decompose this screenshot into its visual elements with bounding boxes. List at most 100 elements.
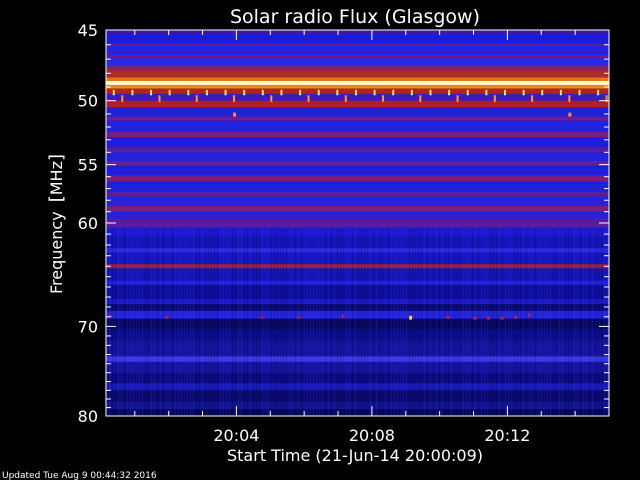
interference-spike [317, 89, 320, 96]
interference-spike [168, 89, 171, 96]
intensity-band [106, 116, 609, 121]
noise-stripe [496, 228, 497, 416]
noise-stripe [604, 228, 605, 416]
intensity-band [106, 361, 609, 373]
burst-event [446, 315, 450, 319]
noise-stripe [379, 228, 380, 416]
noise-stripe [124, 228, 125, 416]
noise-stripe [172, 228, 173, 416]
intensity-band [106, 147, 609, 153]
noise-stripe [115, 228, 116, 416]
noise-stripe [187, 228, 188, 416]
noise-stripe [112, 228, 113, 416]
burst-event [500, 316, 504, 320]
burst-event [568, 112, 572, 117]
noise-stripe [274, 228, 275, 416]
intensity-band [106, 107, 609, 117]
noise-stripe [550, 228, 551, 416]
noise-stripe [448, 228, 449, 416]
noise-stripe [424, 228, 425, 416]
noise-stripe [421, 228, 422, 416]
noise-stripe [529, 228, 530, 416]
svg-text:Frequency [MHz]: Frequency [MHz] [46, 154, 67, 294]
intensity-band [106, 100, 609, 108]
interference-spike [605, 95, 608, 103]
noise-stripe [190, 228, 191, 416]
noise-stripe [166, 228, 167, 416]
intensity-band [106, 206, 609, 212]
noise-stripe [235, 228, 236, 416]
noise-stripe [373, 228, 374, 416]
noise-stripe [256, 228, 257, 416]
intensity-band [106, 137, 609, 148]
interference-spike [578, 89, 581, 96]
noise-stripe [217, 228, 218, 416]
noise-stripe [433, 228, 434, 416]
intensity-band [106, 88, 609, 94]
noise-stripe [121, 228, 122, 416]
noise-stripe [400, 228, 401, 416]
noise-stripe [214, 228, 215, 416]
noise-stripe [352, 228, 353, 416]
burst-event [487, 316, 491, 320]
noise-stripe [520, 228, 521, 416]
intensity-band [106, 93, 609, 101]
interference-spike [466, 89, 469, 96]
noise-stripe [439, 228, 440, 416]
noise-stripe [412, 228, 413, 416]
noise-stripe [277, 228, 278, 416]
noise-stripe [388, 228, 389, 416]
noise-stripe [154, 228, 155, 416]
noise-stripe [442, 228, 443, 416]
noise-stripe [589, 228, 590, 416]
intensity-band [106, 280, 609, 285]
interference-spike [270, 95, 273, 103]
noise-stripe [382, 228, 383, 416]
noise-stripe [493, 228, 494, 416]
noise-stripe [322, 228, 323, 416]
interference-spike [243, 89, 246, 96]
noise-stripe [331, 228, 332, 416]
interference-spike [224, 89, 227, 96]
interference-spike [205, 89, 208, 96]
noise-stripe [466, 228, 467, 416]
burst-event [527, 313, 531, 317]
noise-stripe [364, 228, 365, 416]
noise-stripe [607, 228, 608, 416]
intensity-band [106, 43, 609, 47]
noise-stripe [175, 228, 176, 416]
burst-event [514, 315, 518, 319]
noise-stripe [295, 228, 296, 416]
noise-stripe [349, 228, 350, 416]
noise-stripe [184, 228, 185, 416]
noise-stripe [298, 228, 299, 416]
noise-stripe [247, 228, 248, 416]
intensity-band [106, 175, 609, 182]
noise-stripe [142, 228, 143, 416]
x-tick-label: 20:12 [484, 426, 530, 445]
noise-stripe [340, 228, 341, 416]
noise-stripe [574, 228, 575, 416]
noise-stripe [208, 228, 209, 416]
intensity-band [106, 268, 609, 281]
noise-stripe [397, 228, 398, 416]
x-tick-label: 20:08 [349, 426, 395, 445]
noise-stripe [310, 228, 311, 416]
noise-stripe [223, 228, 224, 416]
noise-stripe [358, 228, 359, 416]
noise-stripe [271, 228, 272, 416]
noise-stripe [226, 228, 227, 416]
intensity-band [106, 390, 609, 402]
noise-stripe [136, 228, 137, 416]
noise-stripe [178, 228, 179, 416]
noise-stripe [517, 228, 518, 416]
intensity-band [106, 299, 609, 305]
noise-stripe [580, 228, 581, 416]
interference-spike [373, 89, 376, 96]
noise-stripe [109, 228, 110, 416]
intensity-band [106, 80, 609, 86]
interference-spike [195, 95, 198, 103]
noise-stripe [544, 228, 545, 416]
intensity-band [106, 70, 609, 78]
intensity-band [106, 132, 609, 138]
